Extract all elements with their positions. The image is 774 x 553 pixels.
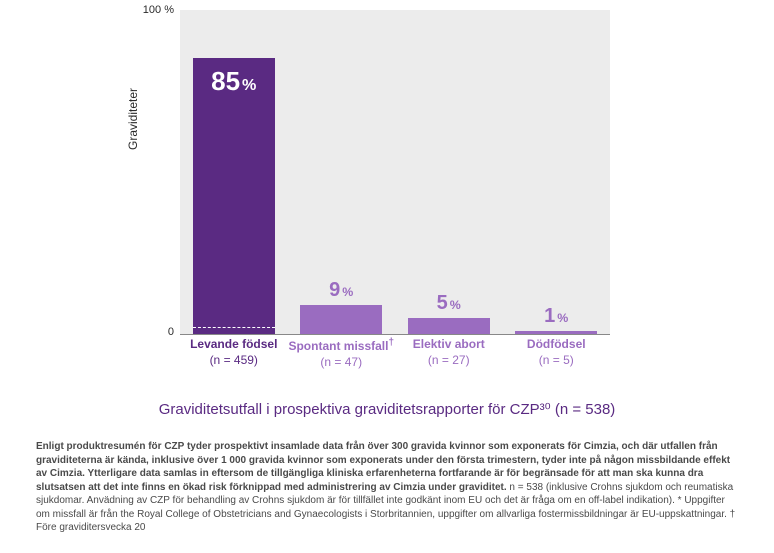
x-axis-label: Dödfödsel(n = 5)	[503, 337, 611, 370]
bar: 85%	[193, 58, 275, 334]
bar-group: 5%	[395, 10, 503, 334]
bar: 1%	[515, 331, 597, 334]
y-axis-label: Graviditeter	[126, 88, 140, 150]
footnote: Enligt produktresumén för CZP tyder pros…	[36, 440, 736, 535]
bar-chart: 85%9%5%1% Levande födsel(n = 459)Spontan…	[180, 10, 610, 350]
bars-container: 85% 9% 5% 1%	[180, 10, 610, 335]
bar-value-label: 1%	[515, 305, 597, 328]
x-axis-label: Elektiv abort(n = 27)	[395, 337, 503, 370]
bar: 5%	[408, 318, 490, 334]
bar-group: 1%	[503, 10, 611, 334]
bar-group: 9%	[288, 10, 396, 334]
y-tick-0: 0	[134, 326, 174, 338]
bar-value-label: 5%	[408, 292, 490, 315]
x-axis-label: Spontant missfall†(n = 47)	[288, 337, 396, 370]
y-tick-100: 100 %	[134, 4, 174, 16]
bar-group: 85%	[180, 10, 288, 334]
bar-value-label: 9%	[300, 279, 382, 302]
bar-value-label: 85%	[193, 66, 275, 97]
chart-caption: Graviditetsutfall i prospektiva gravidit…	[0, 400, 774, 418]
x-labels: Levande födsel(n = 459)Spontant missfall…	[180, 337, 610, 370]
dashed-marker	[193, 327, 275, 328]
bar: 9%	[300, 305, 382, 334]
x-axis-label: Levande födsel(n = 459)	[180, 337, 288, 370]
